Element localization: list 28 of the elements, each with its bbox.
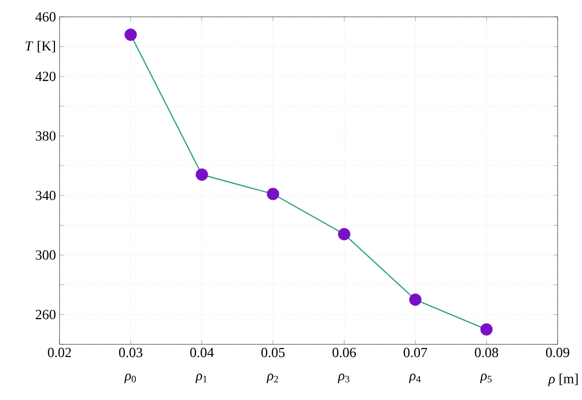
text: ρ$_{4}$ [408,374,421,384]
x-tick-label: 0.04 [190,348,214,358]
point [409,294,422,306]
text: ρ$_{3}$ [338,374,350,384]
y-tick-label: 380 [36,131,56,141]
x-tick-label: 0.08 [474,348,498,358]
x-tick-label: 0.02 [48,348,71,358]
y-tick-label: 340 [36,190,56,200]
x-tick-label: 0.06 [332,348,356,358]
x-tick-label: 0.09 [546,348,570,358]
point [124,28,137,41]
point [480,323,493,336]
text: ρ$_{0}$ [124,374,136,384]
point [196,168,208,181]
text: ρ$_{1}$ [195,374,207,384]
y-axis-title: T [K] [26,40,55,52]
x-axis-title: ρ [m] [548,374,578,386]
y-tick-label: 260 [36,310,56,320]
text: ρ$_{5}$ [480,374,492,384]
y-tick-label: 300 [36,250,56,260]
text: ρ$_{2}$ [266,374,278,384]
x-tick-label: 0.07 [404,348,428,358]
point [266,188,280,200]
x-tick-label: 0.05 [261,348,285,358]
y-tick-label: 460 [35,12,56,22]
x-tick-label: 0.03 [119,348,142,358]
y-tick-label: 420 [35,72,56,82]
point [338,228,350,240]
